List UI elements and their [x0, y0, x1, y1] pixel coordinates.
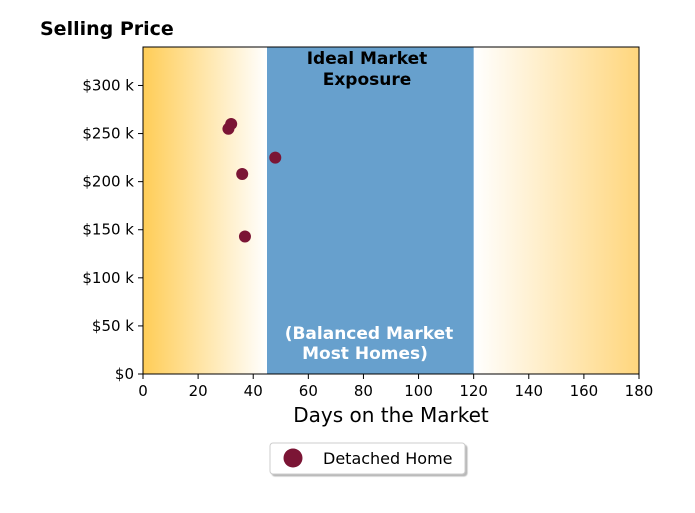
legend-label: Detached Home: [323, 449, 453, 468]
chart-title: Selling Price: [40, 18, 174, 40]
region-bottom-label-line2: Most Homes): [302, 344, 428, 364]
x-tick-label: 20: [189, 382, 208, 400]
ideal-exposure-region: [267, 47, 474, 374]
y-tick-label: $250 k: [82, 125, 134, 143]
legend: Detached Home: [269, 442, 466, 475]
y-tick-label: $200 k: [82, 173, 134, 191]
x-tick-label: 120: [459, 382, 488, 400]
region-top-label-line2: Exposure: [323, 70, 412, 90]
region-bottom-label-line1: (Balanced Market: [285, 324, 454, 344]
background-gradient-left: [143, 47, 267, 374]
x-tick-label: 160: [570, 382, 599, 400]
x-tick-label: 100: [404, 382, 433, 400]
data-point: [269, 151, 282, 164]
background-gradient-right: [473, 47, 639, 374]
data-point: [225, 117, 238, 130]
x-axis-label: Days on the Market: [293, 403, 489, 427]
data-point: [238, 230, 251, 243]
y-tick-label: $0: [115, 365, 134, 383]
x-tick-label: 60: [299, 382, 318, 400]
legend-marker: [283, 448, 303, 468]
data-points: [222, 117, 282, 243]
x-tick-label: 80: [354, 382, 373, 400]
y-tick-label: $300 k: [82, 76, 134, 94]
y-tick-label: $100 k: [82, 269, 134, 287]
x-tick-label: 0: [138, 382, 148, 400]
x-tick-label: 40: [244, 382, 263, 400]
y-tick-label: $150 k: [82, 221, 134, 239]
plot-background: [143, 47, 639, 374]
axes: 0 20 40 60 80 100 120 140 160 180 $0 $50 k $100 k $15…: [82, 46, 654, 400]
plot-frame: [142, 46, 640, 375]
x-tick-label: 140: [514, 382, 543, 400]
y-tick-label: $50 k: [92, 317, 134, 335]
region-top-label-line1: Ideal Market: [307, 49, 428, 69]
data-point: [236, 167, 249, 180]
x-tick-label: 180: [625, 382, 654, 400]
